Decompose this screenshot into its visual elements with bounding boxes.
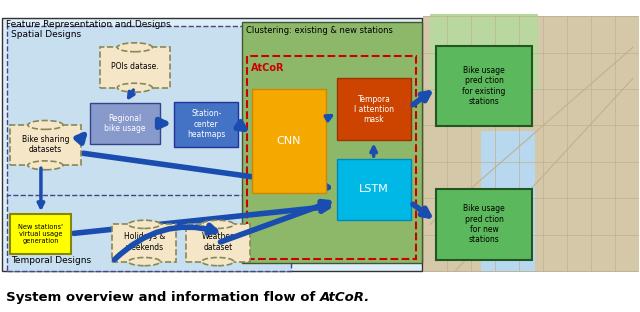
Text: New stations'
virtual usage
generation: New stations' virtual usage generation [18, 224, 63, 244]
FancyBboxPatch shape [113, 224, 176, 261]
FancyBboxPatch shape [430, 14, 538, 91]
Text: Station-
center
heatmaps: Station- center heatmaps [187, 109, 225, 139]
FancyBboxPatch shape [481, 131, 535, 271]
Text: Tempora
l attention
mask: Tempora l attention mask [354, 95, 394, 124]
Ellipse shape [129, 220, 161, 228]
Text: Figure 2: System overview and information flow of: Figure 2: System overview and informatio… [0, 291, 320, 305]
Ellipse shape [117, 43, 152, 52]
FancyBboxPatch shape [7, 195, 291, 271]
Ellipse shape [129, 257, 161, 266]
FancyBboxPatch shape [337, 78, 411, 140]
Text: Holidays &
weekends: Holidays & weekends [124, 232, 165, 252]
Ellipse shape [28, 120, 63, 129]
Text: Clustering: existing & new stations: Clustering: existing & new stations [246, 26, 393, 35]
FancyBboxPatch shape [436, 189, 532, 260]
FancyBboxPatch shape [424, 16, 639, 271]
FancyBboxPatch shape [174, 102, 238, 147]
FancyBboxPatch shape [186, 224, 250, 261]
Text: POIs datase.: POIs datase. [111, 62, 159, 71]
Ellipse shape [117, 83, 152, 92]
FancyBboxPatch shape [100, 47, 170, 88]
Text: Bike usage
pred ction
for existing
stations: Bike usage pred ction for existing stati… [463, 66, 506, 106]
Text: LSTM: LSTM [359, 184, 389, 194]
Text: AtCoR.: AtCoR. [320, 291, 371, 305]
Text: Regional
bike usage: Regional bike usage [104, 114, 146, 133]
FancyBboxPatch shape [10, 125, 81, 165]
Text: Spatial Designs: Spatial Designs [11, 30, 81, 39]
Text: CNN: CNN [276, 136, 301, 146]
FancyBboxPatch shape [337, 159, 411, 220]
FancyBboxPatch shape [2, 18, 422, 271]
Ellipse shape [28, 161, 63, 170]
FancyBboxPatch shape [436, 46, 532, 126]
FancyBboxPatch shape [10, 214, 71, 255]
FancyBboxPatch shape [7, 26, 419, 198]
Ellipse shape [202, 257, 234, 266]
Text: AtCoR: AtCoR [251, 63, 285, 73]
Text: Bike sharing
datasets: Bike sharing datasets [22, 134, 69, 154]
Text: Temporal Designs: Temporal Designs [11, 256, 91, 265]
FancyBboxPatch shape [242, 22, 422, 263]
Ellipse shape [202, 220, 234, 228]
Text: Bike usage
pred ction
for new
stations: Bike usage pred ction for new stations [463, 204, 505, 244]
Text: Feature Representation and Designs: Feature Representation and Designs [6, 20, 170, 29]
FancyBboxPatch shape [252, 89, 326, 193]
FancyBboxPatch shape [90, 103, 161, 144]
Text: Weather
dataset: Weather dataset [202, 232, 234, 252]
